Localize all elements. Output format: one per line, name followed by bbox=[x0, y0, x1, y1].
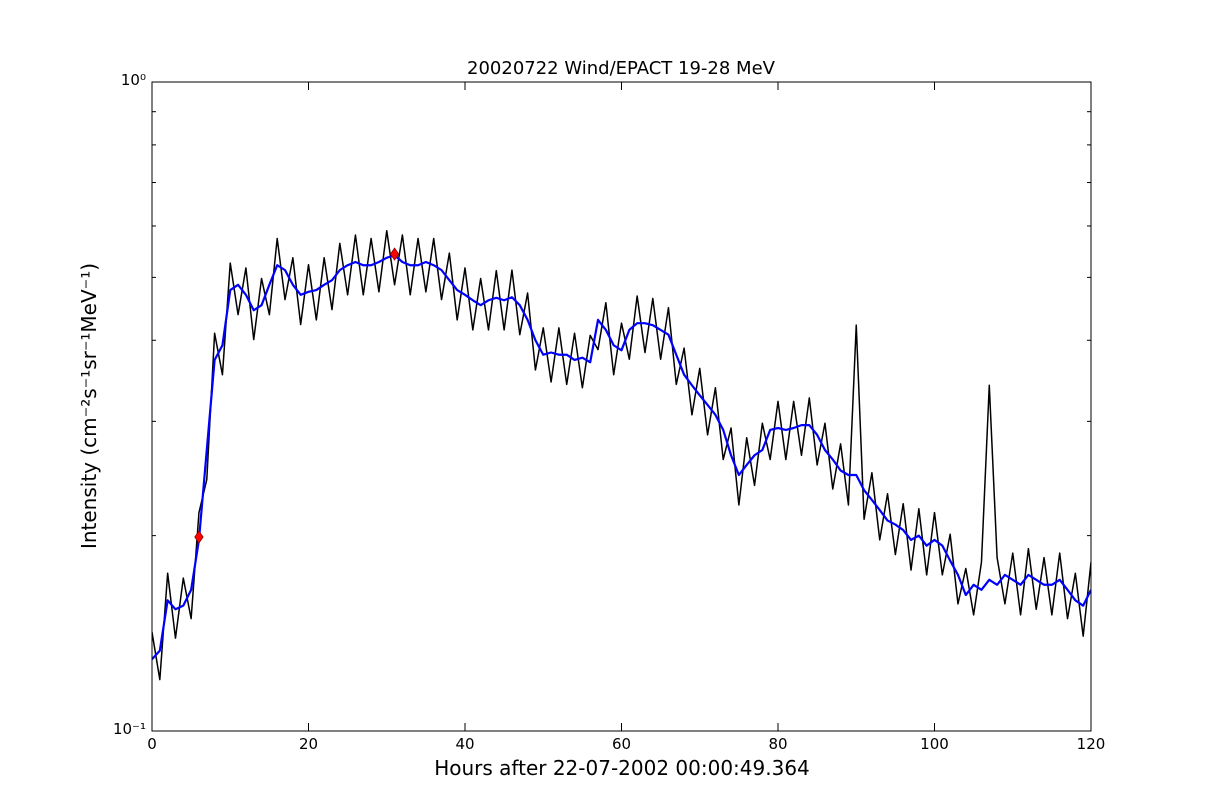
x-tick-label: 40 bbox=[455, 735, 474, 753]
y-tick-label: 10⁻¹ bbox=[113, 720, 146, 738]
y-tick-label: 10⁰ bbox=[121, 71, 146, 89]
x-tick-label: 120 bbox=[1077, 735, 1106, 753]
x-tick-label: 60 bbox=[612, 735, 631, 753]
marker bbox=[194, 530, 204, 544]
chart-title: 20020722 Wind/EPACT 19-28 MeV bbox=[467, 58, 776, 79]
x-tick-label: 80 bbox=[768, 735, 787, 753]
x-axis-label: Hours after 22-07-2002 00:00:49.364 bbox=[434, 756, 810, 780]
x-tick-label: 100 bbox=[920, 735, 949, 753]
y-axis-label: Intensity (cm⁻²s⁻¹sr⁻¹MeV⁻¹) bbox=[77, 263, 101, 549]
series-group bbox=[152, 229, 1091, 681]
marker bbox=[389, 247, 400, 261]
data-line bbox=[152, 229, 1091, 681]
x-tick-label: 20 bbox=[299, 735, 318, 753]
data-line bbox=[152, 254, 1091, 660]
x-tick-label: 0 bbox=[147, 735, 157, 753]
